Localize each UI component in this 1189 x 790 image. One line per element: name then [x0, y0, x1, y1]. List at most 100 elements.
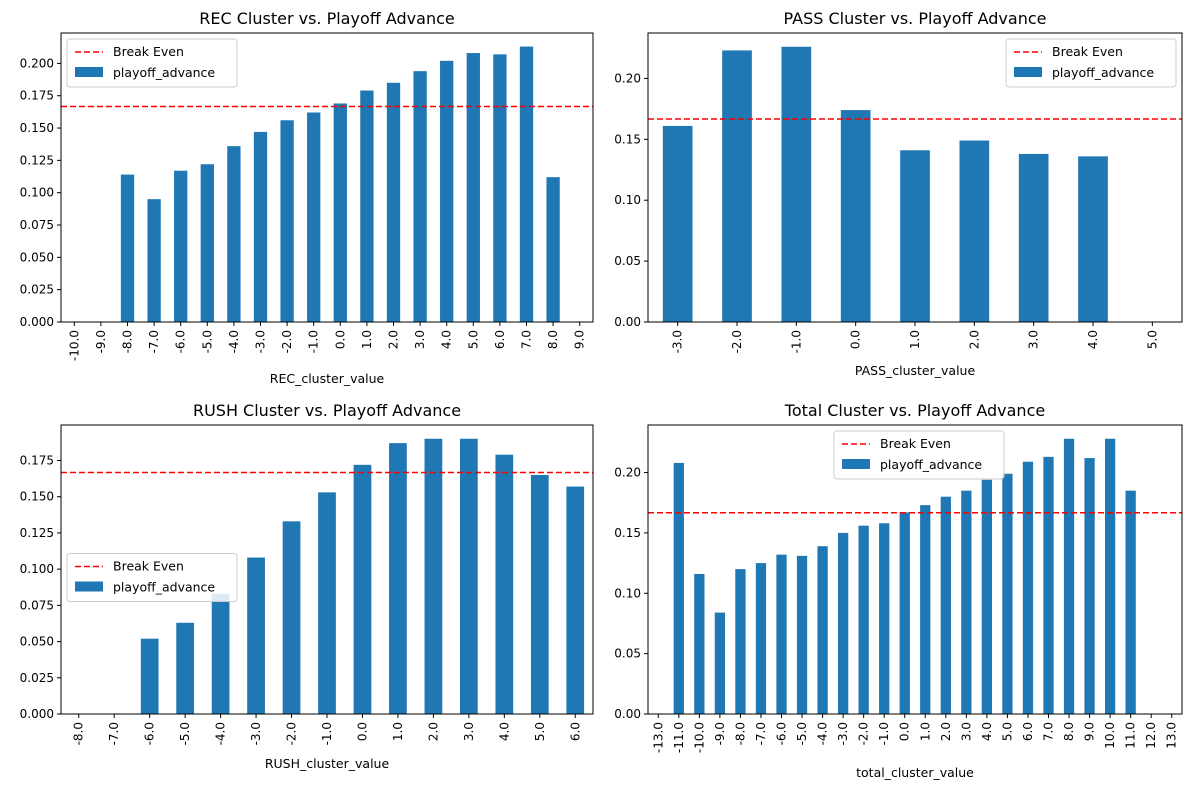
x-tick-label: -10.0 — [67, 330, 81, 361]
x-tick-label: -3.0 — [671, 330, 685, 353]
x-tick-label: 6.0 — [568, 722, 582, 741]
y-tick-label: 0.10 — [614, 586, 641, 600]
bar-0.0 — [840, 110, 871, 322]
bar--3.0 — [247, 557, 265, 714]
y-tick-label: 0.075 — [20, 598, 54, 612]
y-tick-label: 0.15 — [614, 132, 641, 146]
x-tick-label: 2.0 — [967, 330, 981, 349]
x-tick-label: 12.0 — [1144, 722, 1158, 749]
y-tick-label: 0.20 — [614, 466, 641, 480]
x-tick-label: 5.0 — [466, 330, 480, 349]
x-tick-label: 4.0 — [980, 722, 994, 741]
bar-4.0 — [440, 60, 454, 323]
bar-3.0 — [413, 71, 427, 323]
x-tick-label: 1.0 — [391, 722, 405, 741]
x-tick-label: -5.0 — [795, 722, 809, 745]
bar--4.0 — [211, 593, 230, 714]
x-tick-label: 3.0 — [462, 722, 476, 741]
x-tick-label: -7.0 — [754, 722, 768, 745]
x-tick-label: -1.0 — [877, 722, 891, 745]
bar-1.0 — [920, 505, 931, 714]
legend-label-break-even: Break Even — [1052, 44, 1123, 59]
chart-title: REC Cluster vs. Playoff Advance — [199, 9, 454, 28]
legend-label-series: playoff_advance — [1052, 65, 1154, 80]
bar-10.0 — [1104, 438, 1116, 714]
y-tick-label: 0.000 — [20, 315, 54, 329]
x-tick-label: -6.0 — [174, 330, 188, 353]
x-tick-label: 13.0 — [1165, 722, 1179, 749]
x-tick-label: 1.0 — [908, 330, 922, 349]
x-tick-label: 3.0 — [1027, 330, 1041, 349]
legend-bar-swatch — [75, 581, 103, 592]
bar-4.0 — [1078, 156, 1108, 322]
bar--9.0 — [714, 612, 726, 714]
bar-4.0 — [981, 479, 993, 714]
x-tick-label: 5.0 — [1000, 722, 1014, 741]
bar-2.0 — [386, 82, 401, 322]
bar--7.0 — [755, 563, 767, 714]
bar-7.0 — [1043, 456, 1054, 714]
bar--2.0 — [722, 50, 752, 323]
x-axis-label: total_cluster_value — [856, 765, 974, 780]
x-tick-label: -8.0 — [121, 330, 135, 353]
x-tick-label: 0.0 — [355, 722, 369, 741]
x-tick-label: 4.0 — [497, 722, 511, 741]
bar-1.0 — [900, 150, 930, 322]
y-tick-label: 0.050 — [20, 635, 54, 649]
bar-8.0 — [546, 177, 560, 322]
x-tick-label: 5.0 — [533, 722, 547, 741]
legend-label-series: playoff_advance — [880, 457, 982, 472]
bar-5.0 — [1002, 473, 1013, 714]
bar-6.0 — [566, 486, 585, 714]
x-axis-label: RUSH_cluster_value — [265, 756, 390, 771]
x-tick-label: -7.0 — [147, 330, 161, 353]
bar-4.0 — [495, 454, 514, 714]
bar-11.0 — [1125, 490, 1136, 714]
y-tick-label: 0.175 — [20, 89, 54, 103]
y-tick-label: 0.050 — [20, 250, 54, 264]
bar-5.0 — [466, 53, 480, 322]
x-tick-label: 8.0 — [546, 330, 560, 349]
x-tick-label: 9.0 — [1083, 722, 1097, 741]
x-tick-label: 2.0 — [426, 722, 440, 741]
x-tick-label: 6.0 — [1021, 722, 1035, 741]
bar-0.0 — [899, 512, 910, 714]
chart-panel-2: 0.00 0.05 0.10 0.15 0.20 -3.0 -2.0 -1.0 0.0 1.0 2.… — [614, 9, 1183, 378]
x-tick-label: -1.0 — [307, 330, 321, 353]
legend-label-break-even: Break Even — [113, 44, 184, 59]
bar--5.0 — [796, 555, 808, 714]
bar-2.0 — [959, 140, 990, 322]
bar-9.0 — [1084, 458, 1095, 714]
chart-panel-4: 0.000.050.100.150.20-13.0 -11.0 -10.0 -9.0-… — [614, 401, 1183, 780]
y-tick-label: 0.075 — [20, 218, 54, 232]
x-tick-label: -9.0 — [94, 330, 108, 353]
x-tick-label: 9.0 — [573, 330, 587, 349]
x-tick-label: -2.0 — [285, 722, 299, 745]
y-tick-label: 0.15 — [614, 526, 641, 540]
x-axis-label: REC_cluster_value — [270, 371, 385, 386]
x-tick-label: -3.0 — [836, 722, 850, 745]
legend-bar-swatch — [1014, 67, 1042, 77]
x-axis-label: PASS_cluster_value — [855, 363, 976, 378]
bar--6.0 — [174, 170, 188, 322]
bar--1.0 — [879, 523, 890, 714]
x-tick-label: 1.0 — [360, 330, 374, 349]
chart-panel-1: 0.000 0.025 0.050 0.075 0.100 0.125 0.150 0.175… — [20, 9, 594, 386]
bar-1.0 — [360, 90, 374, 322]
bar--5.0 — [200, 164, 214, 322]
x-tick-label: -6.0 — [775, 722, 789, 745]
bar-0.0 — [333, 103, 347, 322]
bar-6.0 — [493, 54, 507, 323]
x-tick-label: -9.0 — [713, 722, 727, 745]
legend-label-series: playoff_advance — [113, 65, 215, 80]
x-tick-label: 2.0 — [387, 330, 401, 349]
legend: Break Even playoff_advance — [66, 38, 238, 88]
legend: Break Even playoff_advance — [833, 430, 1005, 480]
y-tick-label: 0.150 — [20, 490, 54, 504]
legend-box — [66, 553, 238, 602]
bar-2.0 — [424, 438, 443, 714]
x-tick-label: 11.0 — [1124, 722, 1138, 749]
x-tick-label: 7.0 — [520, 330, 534, 349]
bar--3.0 — [253, 131, 268, 322]
